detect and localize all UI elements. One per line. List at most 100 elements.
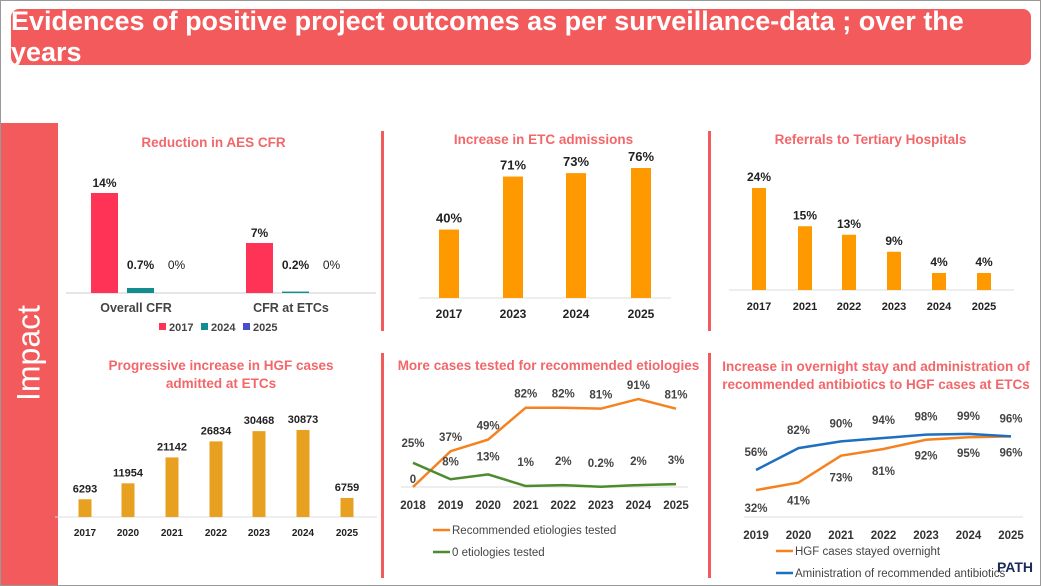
chart-title-overnight: Increase in overnight stay and administr… xyxy=(722,359,1030,392)
legend-label: 2024 xyxy=(211,322,236,334)
legend-label: 0 etiologies tested xyxy=(452,547,545,559)
bar xyxy=(887,251,901,290)
bar xyxy=(165,457,179,517)
chart-title-hgf: Progressive increase in HGF cases admitt… xyxy=(108,358,334,391)
data-label: 6759 xyxy=(335,482,359,494)
legend-swatch xyxy=(243,323,250,330)
bar-2024 xyxy=(282,291,309,293)
data-label: 81% xyxy=(872,466,895,478)
data-label: 15% xyxy=(793,208,817,222)
bar-2017 xyxy=(91,193,118,293)
data-label: 49% xyxy=(477,421,500,433)
legend-label: HGF cases stayed overnight xyxy=(795,546,941,558)
x-tick-label: Overall CFR xyxy=(100,301,172,315)
x-tick-label: 2025 xyxy=(998,530,1024,542)
legend-swatch xyxy=(201,323,208,330)
data-label: 3% xyxy=(668,455,685,467)
x-tick-label: 2024 xyxy=(927,301,952,313)
data-label: 0.7% xyxy=(127,258,155,272)
x-tick-label: 2025 xyxy=(663,500,689,512)
data-label: 0.2% xyxy=(588,458,614,470)
x-tick-label: 2023 xyxy=(882,301,906,313)
data-label: 2% xyxy=(630,456,647,468)
data-label: 73% xyxy=(563,154,589,169)
data-label: 73% xyxy=(829,473,852,485)
x-tick-label: 2017 xyxy=(747,301,771,313)
section-band: Impact xyxy=(1,123,58,585)
slide-title: Evidences of positive project outcomes a… xyxy=(11,6,1031,67)
data-label: 82% xyxy=(514,389,537,401)
bar-2017 xyxy=(246,243,273,293)
data-label: 82% xyxy=(787,425,810,437)
data-label: 32% xyxy=(744,503,767,515)
data-label: 76% xyxy=(628,149,654,164)
bar xyxy=(566,173,586,298)
x-tick-label: 2025 xyxy=(628,307,655,321)
divider xyxy=(381,353,384,578)
data-label: 40% xyxy=(436,211,462,226)
data-label: 92% xyxy=(914,451,937,463)
data-label: 1% xyxy=(517,457,534,469)
x-tick-label: 2024 xyxy=(292,528,315,539)
x-tick-label: 2025 xyxy=(336,528,359,539)
bar-2024 xyxy=(127,288,154,293)
x-tick-label: 2024 xyxy=(626,500,652,512)
data-label: 96% xyxy=(999,447,1022,459)
x-tick-label: 2021 xyxy=(793,301,817,313)
data-label: 91% xyxy=(627,380,650,392)
x-tick-label: 2021 xyxy=(828,530,854,542)
bar xyxy=(296,430,310,517)
x-tick-label: 2019 xyxy=(743,530,769,542)
x-tick-label: 2023 xyxy=(500,307,527,321)
chart-title-etiologies: More cases tested for recommended etiolo… xyxy=(397,358,700,373)
data-label: 0% xyxy=(323,258,341,272)
data-label: 7% xyxy=(251,226,269,240)
data-label: 90% xyxy=(829,418,852,430)
bar xyxy=(78,499,92,517)
data-label: 11954 xyxy=(113,467,144,479)
path-logo: PATH xyxy=(997,559,1034,575)
x-tick-label: 2024 xyxy=(563,307,590,321)
data-label: 0.2% xyxy=(282,258,310,272)
bar xyxy=(631,168,651,298)
data-label: 24% xyxy=(747,170,771,184)
legend-swatch xyxy=(159,323,166,330)
series-line-1 xyxy=(412,461,677,489)
data-label: 30468 xyxy=(244,415,275,427)
data-label: 41% xyxy=(787,496,810,508)
bar xyxy=(798,226,812,290)
data-label: 81% xyxy=(589,390,612,402)
x-tick-label: 2021 xyxy=(513,500,539,512)
data-label: 96% xyxy=(999,413,1022,425)
bar xyxy=(209,441,223,517)
data-label: 2% xyxy=(555,456,572,468)
data-label: 4% xyxy=(930,255,948,269)
data-label: 13% xyxy=(477,451,500,463)
bar xyxy=(503,176,523,298)
chart-title-cfr: Reduction in AES CFR xyxy=(141,135,286,150)
bar xyxy=(439,229,459,298)
bar xyxy=(932,273,946,290)
x-tick-label: 2020 xyxy=(786,530,812,542)
data-label: 82% xyxy=(552,389,575,401)
chart-title-etc: Increase in ETC admissions xyxy=(453,132,634,147)
bar xyxy=(752,188,766,290)
divider xyxy=(381,131,384,331)
x-tick-label: 2020 xyxy=(117,528,140,539)
x-tick-label: 2018 xyxy=(400,500,426,512)
x-tick-label: 2020 xyxy=(475,500,501,512)
data-label: 26834 xyxy=(201,425,232,437)
data-label: 8% xyxy=(442,456,459,468)
data-label: 9% xyxy=(885,234,903,248)
x-tick-label: 2022 xyxy=(871,530,897,542)
divider xyxy=(708,353,711,578)
divider xyxy=(708,131,711,331)
legend-label: 2017 xyxy=(169,322,193,334)
x-tick-label: 2022 xyxy=(550,500,576,512)
data-label: 99% xyxy=(957,411,980,423)
data-label: 21142 xyxy=(157,441,187,453)
chart-title-referrals: Referrals to Tertiary Hospitals xyxy=(774,132,967,147)
x-tick-label: 2025 xyxy=(972,301,996,313)
x-tick-label: 2023 xyxy=(588,500,614,512)
